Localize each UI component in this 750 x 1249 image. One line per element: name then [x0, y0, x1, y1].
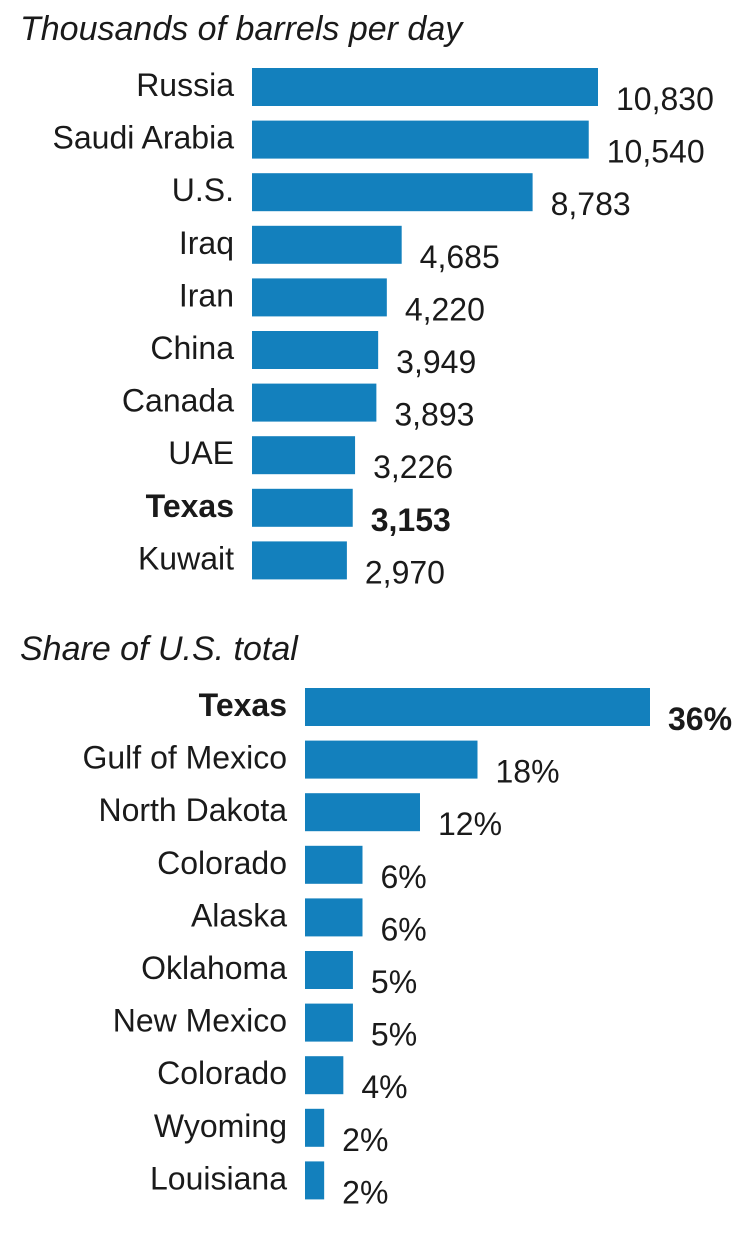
- bar-colorado-3: [305, 845, 363, 884]
- bar-iran-4: [252, 278, 387, 317]
- value-label-new-mexico-6: 5%: [371, 1017, 417, 1053]
- barrels-chart-panel: Russia 10,830 Saudi Arabia 10,540 U.S. 8,783 I…: [53, 67, 714, 590]
- value-label-russia-0: 10,830: [616, 81, 714, 117]
- category-label-china-5: China: [150, 330, 234, 366]
- bar-uae-7: [252, 436, 356, 475]
- category-label-colorado-3: Colorado: [157, 845, 287, 881]
- bar-gulf-of-mexico-1: [305, 740, 478, 779]
- category-label-wyoming-8: Wyoming: [154, 1108, 287, 1144]
- category-label-louisiana-9: Louisiana: [150, 1160, 287, 1196]
- category-label-texas-8: Texas: [146, 488, 234, 524]
- value-label-colorado-7: 4%: [361, 1069, 407, 1105]
- value-label-u-s-2: 8,783: [551, 186, 631, 222]
- value-label-north-dakota-2: 12%: [438, 806, 502, 842]
- category-label-new-mexico-6: New Mexico: [113, 1003, 287, 1039]
- bar-north-dakota-2: [305, 793, 420, 832]
- category-label-north-dakota-2: North Dakota: [98, 792, 287, 828]
- bar-canada-6: [252, 383, 377, 422]
- category-label-russia-0: Russia: [136, 67, 234, 103]
- value-label-gulf-of-mexico-1: 18%: [496, 754, 560, 790]
- bar-new-mexico-6: [305, 1003, 353, 1042]
- value-label-wyoming-8: 2%: [342, 1122, 388, 1158]
- bar-iraq-3: [252, 225, 402, 264]
- bar-texas-8: [252, 488, 353, 527]
- value-label-texas-0: 36%: [668, 701, 732, 737]
- category-label-alaska-4: Alaska: [191, 897, 287, 933]
- bar-china-5: [252, 331, 379, 369]
- category-label-colorado-7: Colorado: [157, 1055, 287, 1091]
- value-label-texas-8: 3,153: [371, 502, 451, 538]
- value-label-oklahoma-5: 5%: [371, 964, 417, 1000]
- bar-louisiana-9: [305, 1161, 325, 1200]
- bar-kuwait-9: [252, 541, 347, 580]
- category-label-gulf-of-mexico-1: Gulf of Mexico: [82, 740, 287, 776]
- category-label-canada-6: Canada: [122, 383, 234, 419]
- value-label-kuwait-9: 2,970: [365, 554, 445, 590]
- category-label-iran-4: Iran: [179, 277, 234, 313]
- category-label-u-s-2: U.S.: [172, 172, 234, 208]
- bar-u-s-2: [252, 173, 533, 212]
- bar-colorado-7: [305, 1056, 344, 1095]
- chart-title-share: Share of U.S. total: [20, 630, 299, 668]
- bar-russia-0: [252, 68, 598, 106]
- bar-saudi-arabia-1: [252, 120, 589, 159]
- value-label-alaska-4: 6%: [381, 911, 427, 947]
- value-label-saudi-arabia-1: 10,540: [607, 134, 705, 170]
- bar-texas-0: [305, 688, 650, 726]
- share-chart-panel: Texas 36% Gulf of Mexico 18% North Dakota 12%…: [82, 687, 732, 1210]
- bar-oklahoma-5: [305, 951, 353, 989]
- value-label-louisiana-9: 2%: [342, 1174, 388, 1210]
- value-label-china-5: 3,949: [396, 344, 476, 380]
- bar-wyoming-8: [305, 1108, 325, 1147]
- value-label-colorado-3: 6%: [381, 859, 427, 895]
- value-label-canada-6: 3,893: [394, 397, 474, 433]
- value-label-iran-4: 4,220: [405, 291, 485, 327]
- category-label-saudi-arabia-1: Saudi Arabia: [53, 120, 235, 156]
- category-label-uae-7: UAE: [168, 435, 234, 471]
- category-label-texas-0: Texas: [199, 687, 287, 723]
- value-label-iraq-3: 4,685: [420, 239, 500, 275]
- bar-alaska-4: [305, 898, 363, 937]
- category-label-oklahoma-5: Oklahoma: [141, 950, 287, 986]
- category-label-kuwait-9: Kuwait: [138, 540, 234, 576]
- chart-title-barrels: Thousands of barrels per day: [20, 10, 464, 48]
- category-label-iraq-3: Iraq: [179, 225, 234, 261]
- value-label-uae-7: 3,226: [373, 449, 453, 485]
